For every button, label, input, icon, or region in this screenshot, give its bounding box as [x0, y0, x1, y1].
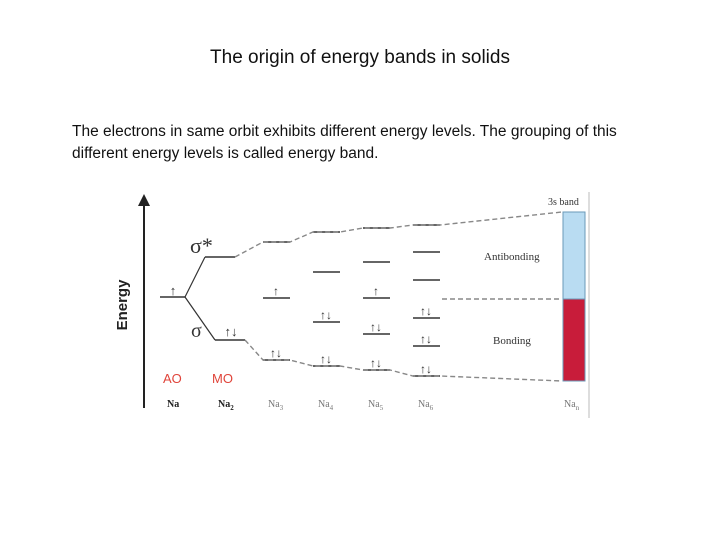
slide-body-text: The electrons in same orbit exhibits dif… [72, 123, 617, 162]
electron-pair-arrows: ↑↓ [420, 332, 432, 346]
antibonding-band [562, 211, 586, 300]
sigma-star-label: σ* [190, 233, 213, 258]
band-label: 3s band [548, 197, 579, 208]
sigma-label: σ [191, 320, 202, 342]
species-label-na: Na [167, 399, 179, 410]
electron-pair-arrows: ↑↓ [370, 320, 382, 334]
electron-pair-arrows: ↑↓ [420, 362, 432, 376]
electron-arrow-up: ↑ [273, 284, 279, 298]
correlation-line [184, 296, 216, 341]
electron-pair-arrows: ↑↓ [320, 352, 332, 366]
electron-pair-arrows: ↑↓ [320, 308, 332, 322]
bonding-label: Bonding [493, 335, 531, 347]
electron-arrow-up: ↑ [373, 284, 379, 298]
species-label-na2: Na2 [218, 399, 234, 412]
species-label-na5: Na5 [368, 399, 384, 412]
ao-label: AO [163, 371, 182, 386]
electron-pair-arrows: ↑↓ [420, 304, 432, 318]
band-bottom-envelope [244, 339, 563, 382]
bonding-band [562, 298, 586, 382]
correlation-line [184, 256, 206, 298]
slide-title: The origin of energy bands in solids [210, 47, 510, 68]
species-label-na3: Na3 [268, 399, 284, 412]
species-label-na6: Na6 [418, 399, 434, 412]
energy-axis-label: Energy [114, 279, 131, 331]
antibonding-label: Antibonding [484, 251, 540, 263]
electron-pair-arrows: ↑↓ [270, 346, 282, 360]
mo-label: MO [212, 371, 233, 386]
species-label-na4: Na4 [318, 399, 334, 412]
species-label-nan: Nan [564, 399, 580, 412]
electron-arrow-up: ↑ [170, 283, 177, 298]
electron-pair-arrows: ↑↓ [225, 324, 238, 339]
electron-pair-arrows: ↑↓ [370, 356, 382, 370]
band-top-envelope [234, 211, 563, 258]
